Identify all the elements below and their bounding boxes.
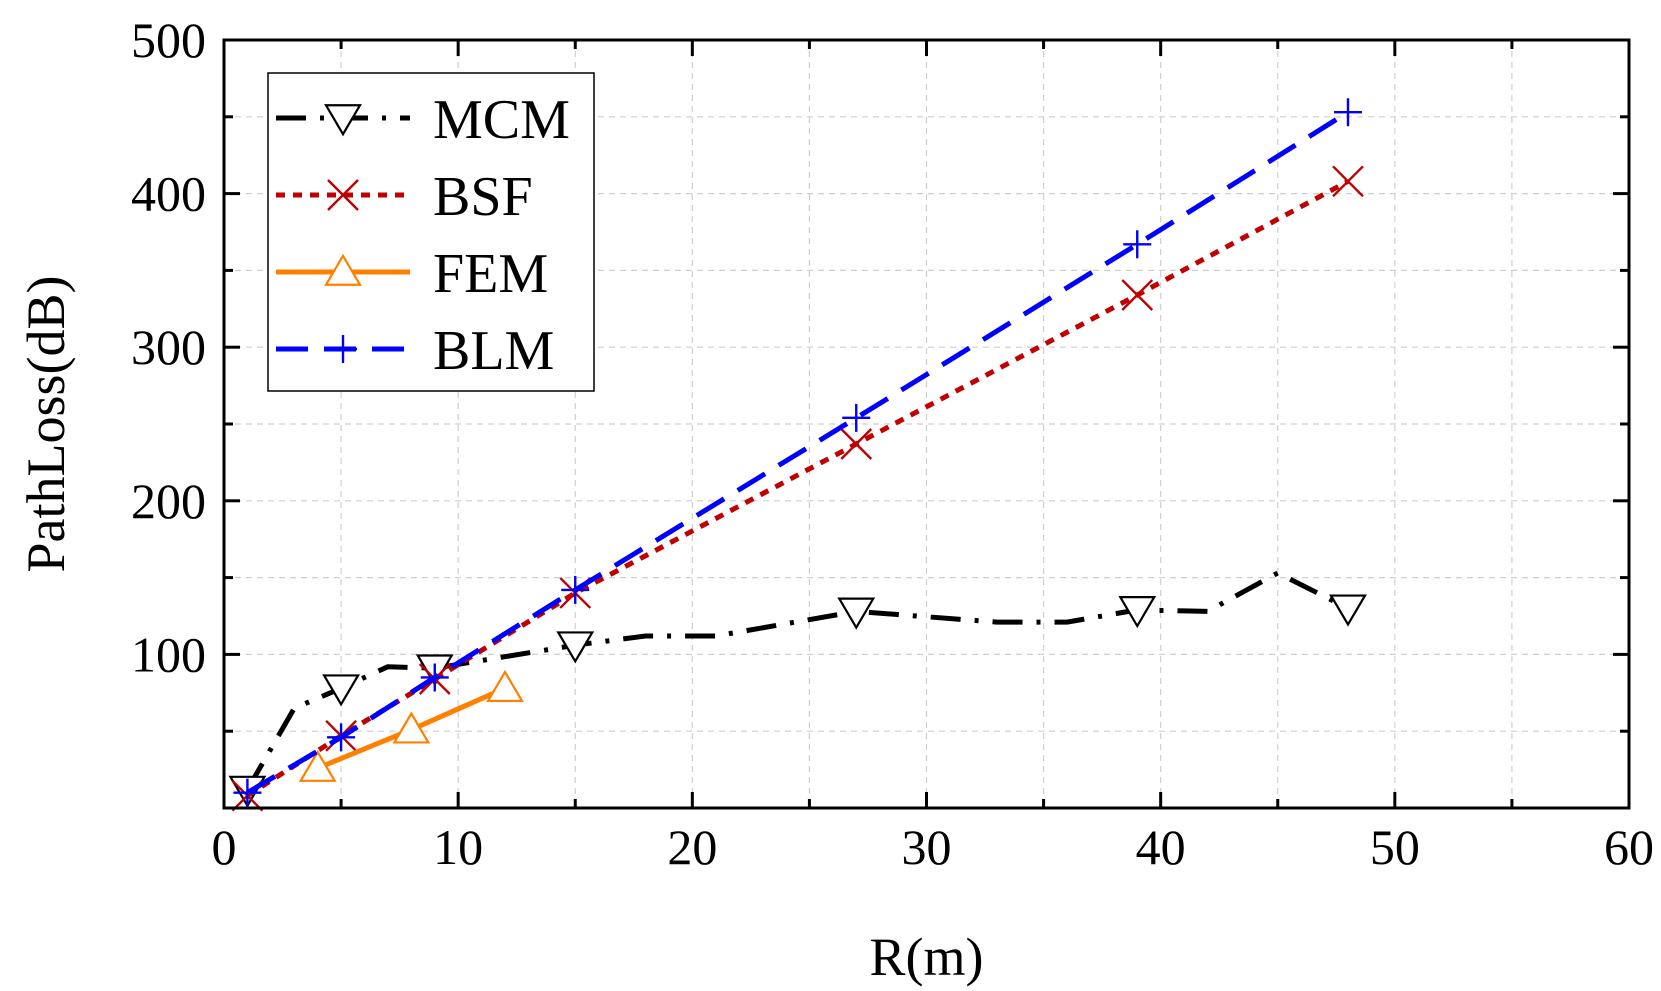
legend: MCM BSF FEM BLM [267, 72, 595, 392]
series-fem [298, 669, 524, 782]
legend-label: BSF [433, 166, 533, 228]
data-point-fem [486, 669, 524, 703]
legend-label: BLM [433, 320, 554, 382]
legend-item-mcm: MCM [276, 89, 570, 151]
x-tick-label: 20 [667, 819, 717, 875]
legend-marker [324, 104, 362, 137]
axis-ticks: 0 10 20 30 40 50 60 100 200 300 400 500 [131, 12, 1654, 875]
x-tick-label: 60 [1604, 819, 1654, 875]
legend-item-bsf: BSF [276, 166, 533, 228]
legend-label: MCM [433, 89, 570, 151]
legend-marker [324, 253, 362, 286]
data-point-blm [1334, 98, 1362, 127]
data-point-mcm [556, 631, 595, 664]
legend-item-blm: BLM [276, 320, 554, 382]
data-point-bsf [1332, 165, 1364, 198]
x-tick-label: 40 [1136, 819, 1186, 875]
data-point-mcm [1118, 596, 1157, 629]
x-axis-label: R(m) [870, 927, 984, 987]
legend-marker [329, 335, 357, 363]
plot-area [228, 98, 1367, 812]
data-point-mcm [837, 597, 876, 630]
data-point-blm [842, 403, 871, 432]
legend-item-fem: FEM [276, 243, 548, 305]
data-point-blm [327, 723, 356, 752]
y-axis-label: PathLoss(dB) [16, 276, 76, 573]
x-tick-label: 50 [1370, 819, 1420, 875]
data-point-mcm [1329, 594, 1367, 627]
data-point-blm [1123, 230, 1152, 259]
data-point-fem [298, 749, 337, 782]
legend-label: FEM [433, 243, 548, 305]
series-mcm [228, 570, 1367, 808]
data-point-bsf [1121, 279, 1154, 311]
series-blm [233, 98, 1362, 807]
data-point-bsf [840, 428, 873, 460]
data-point-mcm [322, 674, 361, 707]
legend-box [267, 72, 595, 392]
x-tick-label: 0 [212, 819, 237, 875]
y-tick-label: 500 [131, 12, 206, 68]
data-point-blm [420, 663, 449, 692]
data-point-fem [392, 711, 431, 744]
series-line-mcm [245, 570, 1350, 791]
y-tick-label: 400 [131, 166, 206, 222]
data-point-blm [233, 778, 262, 807]
x-tick-label: 10 [433, 819, 483, 875]
data-point-blm [561, 575, 590, 604]
legend-marker [327, 179, 359, 211]
y-tick-label: 200 [131, 473, 206, 529]
y-tick-label: 100 [131, 626, 206, 682]
y-tick-label: 300 [131, 319, 206, 375]
x-tick-label: 30 [902, 819, 952, 875]
